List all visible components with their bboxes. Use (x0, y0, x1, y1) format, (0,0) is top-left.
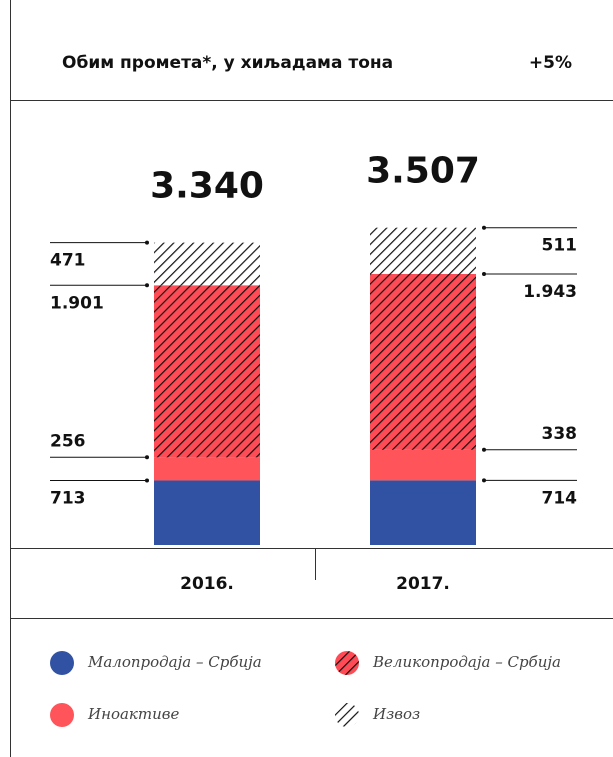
x-tick-label: 2017. (396, 574, 450, 594)
bar-segment (370, 480, 476, 545)
leader-dot (482, 271, 486, 276)
bar-segment (154, 457, 260, 481)
bar-hatch (154, 285, 260, 458)
annotation: +5% (529, 53, 572, 73)
bar-hatch (370, 227, 476, 274)
chart-title: Обим промета*, у хиљадама тона (62, 53, 393, 73)
bar-hatch (370, 273, 476, 450)
legend-label: Великопродаја – Србија (372, 653, 561, 671)
bar-segment (370, 449, 476, 481)
legend-swatch (50, 703, 74, 727)
leader-dot (482, 478, 486, 483)
value-label: 338 (542, 424, 578, 444)
legend-label: Извоз (372, 705, 420, 723)
x-tick-label: 2016. (180, 574, 234, 594)
value-label: 713 (50, 488, 86, 508)
bar-hatch (154, 242, 260, 286)
legend-swatch (335, 703, 359, 727)
total-label: 3.340 (150, 166, 264, 207)
value-label: 1.943 (523, 282, 577, 302)
leader-dot (145, 283, 149, 288)
value-label: 1.901 (50, 293, 104, 313)
leader-dot (145, 455, 149, 460)
legend-label: Иноактиве (87, 705, 180, 723)
total-label: 3.507 (366, 151, 480, 192)
legend-swatch-hatch (335, 651, 359, 675)
legend-label: Малопродаја – Србија (87, 653, 262, 671)
bar-segment (154, 480, 260, 545)
leader-dot (145, 240, 149, 245)
value-label: 511 (542, 236, 578, 256)
value-label: 714 (542, 488, 578, 508)
legend-swatch (50, 651, 74, 675)
value-label: 256 (50, 431, 86, 451)
leader-dot (482, 225, 486, 230)
leader-dot (145, 478, 149, 483)
value-label: 471 (50, 251, 86, 271)
leader-dot (482, 447, 486, 452)
